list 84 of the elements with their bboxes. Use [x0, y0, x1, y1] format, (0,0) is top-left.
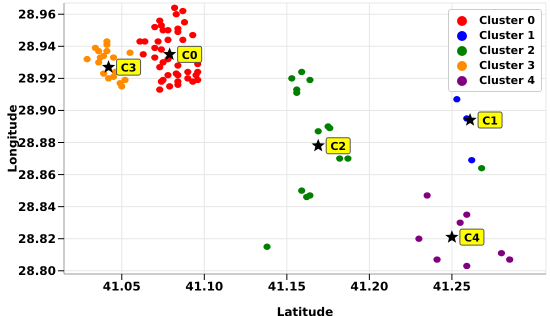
point: [506, 256, 514, 263]
point: [151, 54, 158, 61]
point: [468, 156, 476, 164]
annotation: C2: [330, 140, 346, 154]
x-tick-label: 41.25: [432, 280, 471, 294]
point: [306, 192, 314, 199]
x-tick-label: 41.20: [350, 280, 388, 294]
point: [179, 8, 186, 14]
point: [102, 60, 116, 73]
point: [151, 24, 158, 30]
point: [164, 72, 172, 78]
point: [95, 48, 102, 54]
point: [336, 155, 344, 162]
y-tick-label: 28.88: [18, 136, 56, 150]
point: [172, 11, 180, 18]
point: [174, 62, 182, 69]
point: [306, 76, 314, 84]
annotation: C3: [120, 62, 136, 75]
point: [121, 76, 129, 84]
point: [415, 236, 422, 242]
point: [312, 138, 325, 152]
legend-label: Cluster 4: [479, 74, 535, 87]
point: [151, 44, 158, 52]
point: [263, 244, 271, 250]
y-tick-label: 28.96: [18, 7, 56, 22]
point: [156, 64, 164, 70]
point: [463, 262, 470, 270]
y-tick-label: 28.90: [18, 104, 56, 118]
point: [140, 51, 147, 58]
legend-label: Cluster 3: [479, 59, 535, 72]
x-tick-label: 41.10: [185, 280, 224, 294]
annotation: C0: [182, 48, 198, 62]
point: [189, 78, 196, 85]
point: [445, 230, 459, 243]
point: [184, 68, 192, 76]
point: [141, 38, 148, 45]
point: [184, 75, 192, 82]
y-tick-label: 28.92: [18, 72, 56, 86]
y-tick-label: 28.84: [18, 200, 56, 214]
point: [453, 96, 460, 102]
point: [498, 250, 506, 256]
point: [456, 219, 464, 226]
point: [166, 83, 174, 90]
point: [110, 54, 118, 61]
point: [100, 70, 108, 77]
point: [156, 86, 164, 93]
point: [189, 32, 196, 38]
point: [118, 83, 126, 90]
x-tick-label: 41.15: [268, 280, 306, 294]
point: [104, 75, 112, 82]
point: [463, 113, 477, 126]
point: [314, 128, 322, 134]
y-axis-title: Longitude: [5, 104, 20, 173]
annotation: C1: [482, 114, 498, 128]
point: [179, 36, 186, 44]
x-axis-title: Latitude: [276, 305, 334, 316]
legend-label: Cluster 0: [479, 14, 535, 27]
point: [344, 155, 352, 162]
point: [162, 47, 176, 60]
point: [103, 48, 111, 54]
annotation: C4: [464, 232, 480, 245]
point: [126, 50, 134, 56]
point: [298, 187, 306, 194]
point: [288, 75, 296, 82]
y-tick-label: 28.80: [18, 264, 56, 278]
legend-label: Cluster 2: [479, 44, 535, 57]
y-tick-label: 28.86: [18, 168, 56, 182]
point: [158, 46, 165, 53]
y-tick-label: 28.94: [18, 40, 56, 54]
point: [298, 68, 306, 76]
point: [154, 38, 162, 45]
x-tick-label: 41.05: [102, 280, 141, 294]
point: [170, 4, 178, 12]
legend-label: Cluster 1: [479, 29, 535, 42]
point: [433, 256, 441, 263]
point: [463, 211, 470, 218]
point: [180, 19, 188, 26]
point: [100, 52, 108, 60]
point: [424, 192, 431, 199]
y-tick-label: 28.82: [18, 232, 56, 246]
point: [478, 164, 486, 172]
point: [84, 56, 91, 62]
point: [95, 59, 102, 66]
point: [164, 36, 172, 44]
